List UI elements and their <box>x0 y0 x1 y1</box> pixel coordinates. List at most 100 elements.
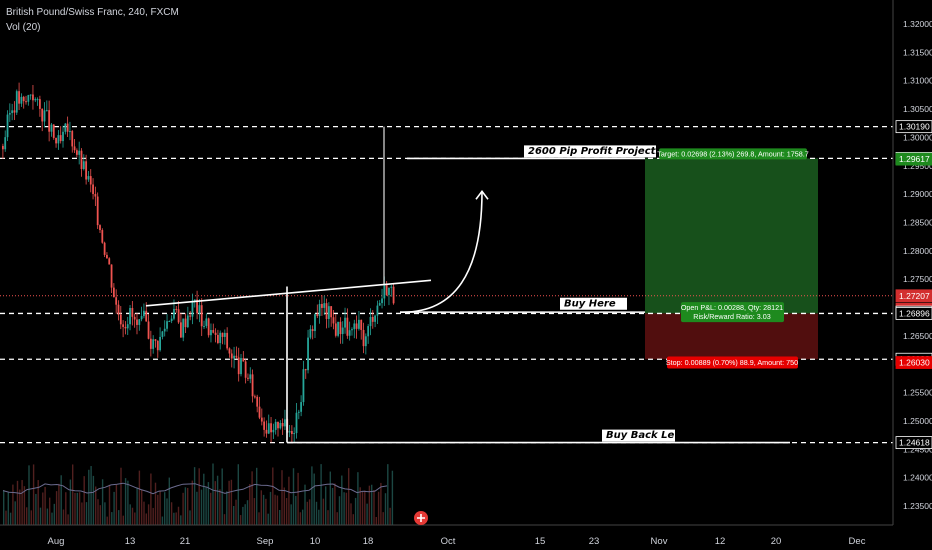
volume-bar <box>187 487 189 525</box>
candle-body <box>48 110 51 132</box>
candle-body <box>392 286 395 304</box>
volume-bar <box>90 466 92 525</box>
stop-text: Stop: 0.00889 (0.70%) 88.9, Amount: 750 <box>666 358 798 367</box>
candle-body <box>140 316 143 320</box>
volume-bar <box>23 486 26 525</box>
y-tick-label: 1.31000 <box>903 76 932 86</box>
candle-body <box>251 374 254 397</box>
candle-body <box>205 318 208 326</box>
candle-body <box>318 303 321 317</box>
candle-body <box>57 135 60 144</box>
candle-body <box>129 307 131 325</box>
price-badge-text: 1.27207 <box>899 291 930 301</box>
volume-bar <box>352 514 354 525</box>
candle-body <box>284 419 286 427</box>
y-tick-label: 1.31500 <box>903 47 932 57</box>
volume-bar <box>159 490 161 525</box>
candle-body <box>249 374 252 379</box>
volume-bar <box>244 504 246 525</box>
y-tick-label: 1.23500 <box>903 501 932 511</box>
candle-body <box>75 150 78 155</box>
volume-bar <box>106 516 108 525</box>
candle-body <box>8 113 11 115</box>
candle-body <box>117 304 120 315</box>
volume-bar <box>127 480 129 525</box>
candle-body <box>69 131 71 133</box>
candle-body <box>279 422 282 429</box>
buy-back-label-box <box>602 429 675 442</box>
volume-bar <box>145 513 147 525</box>
volume-bar <box>311 466 313 525</box>
x-tick-label: 13 <box>125 536 136 547</box>
candle-body <box>145 310 148 322</box>
candle-body <box>376 305 379 316</box>
volume-bar <box>182 492 184 525</box>
candle-body <box>258 406 261 418</box>
price-badge <box>895 436 932 450</box>
volume-bar <box>72 464 74 525</box>
price-badge <box>895 120 932 134</box>
x-tick-label: 12 <box>715 536 726 547</box>
volume-bar <box>285 498 288 525</box>
candle-body <box>59 135 62 142</box>
candle-body <box>112 287 115 298</box>
price-badge-text: 1.29617 <box>899 154 930 164</box>
volume-bar <box>251 471 253 525</box>
volume-bar <box>290 504 292 525</box>
candle-body <box>226 332 229 349</box>
volume-bar <box>221 468 223 525</box>
candle-body <box>38 99 41 109</box>
volume-bar <box>175 512 177 525</box>
volume-bar <box>173 512 175 525</box>
price-badge-text: 1.30190 <box>899 122 930 132</box>
x-tick-label: Nov <box>651 536 668 547</box>
candle-body <box>43 110 46 122</box>
volume-bar <box>81 502 83 525</box>
volume-bar <box>134 512 136 525</box>
candle-body <box>311 329 314 332</box>
candle-body <box>27 95 30 102</box>
y-tick-label: 1.27500 <box>903 274 932 284</box>
price-badge <box>895 289 932 303</box>
candle-body <box>256 396 259 407</box>
candle-body <box>272 429 275 433</box>
volume-bar <box>366 503 368 525</box>
volume-bar <box>131 507 134 525</box>
volume-bar <box>387 464 389 525</box>
projection-arrow <box>399 191 483 313</box>
x-tick-label: Dec <box>849 536 866 547</box>
volume-bar <box>230 479 233 525</box>
candle-body <box>25 101 27 103</box>
volume-bar <box>115 484 118 525</box>
candle-body <box>29 94 32 96</box>
volume-bar <box>361 491 364 525</box>
candle-body <box>300 402 303 412</box>
volume-bar <box>235 499 237 525</box>
volume-bar <box>223 514 226 525</box>
volume-bar <box>246 500 249 525</box>
x-tick-label: 21 <box>180 536 191 547</box>
volume-bar <box>69 479 72 525</box>
candle-body <box>337 321 340 336</box>
candle-body <box>323 303 326 308</box>
volume-bar <box>111 512 113 525</box>
candle-body <box>32 94 34 101</box>
candle-body <box>103 242 106 255</box>
volume-bar <box>74 492 76 525</box>
candle-body <box>124 326 127 329</box>
volume-bar <box>53 503 55 525</box>
volume-bar <box>226 491 228 525</box>
volume-bar <box>26 507 28 525</box>
candle-body <box>4 137 7 150</box>
candle-body <box>223 332 226 337</box>
y-tick-label: 1.25000 <box>903 416 932 426</box>
volume-bar <box>281 470 283 525</box>
candle-body <box>138 319 141 325</box>
candle-body <box>52 124 55 138</box>
candle-body <box>290 431 293 435</box>
volume-bar <box>147 504 150 525</box>
volume-bar <box>95 486 97 525</box>
volume-bar <box>272 467 274 525</box>
volume-bar <box>85 502 88 525</box>
